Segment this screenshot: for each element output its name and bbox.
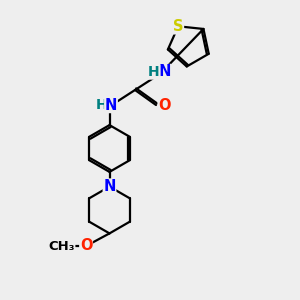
Text: S: S bbox=[173, 19, 184, 34]
Text: H: H bbox=[148, 65, 160, 79]
Text: CH₃: CH₃ bbox=[48, 239, 75, 253]
Text: N: N bbox=[158, 64, 171, 80]
Text: O: O bbox=[158, 98, 171, 112]
Text: H: H bbox=[95, 98, 107, 112]
Text: N: N bbox=[105, 98, 117, 112]
Text: N: N bbox=[103, 179, 116, 194]
Text: O: O bbox=[80, 238, 92, 253]
